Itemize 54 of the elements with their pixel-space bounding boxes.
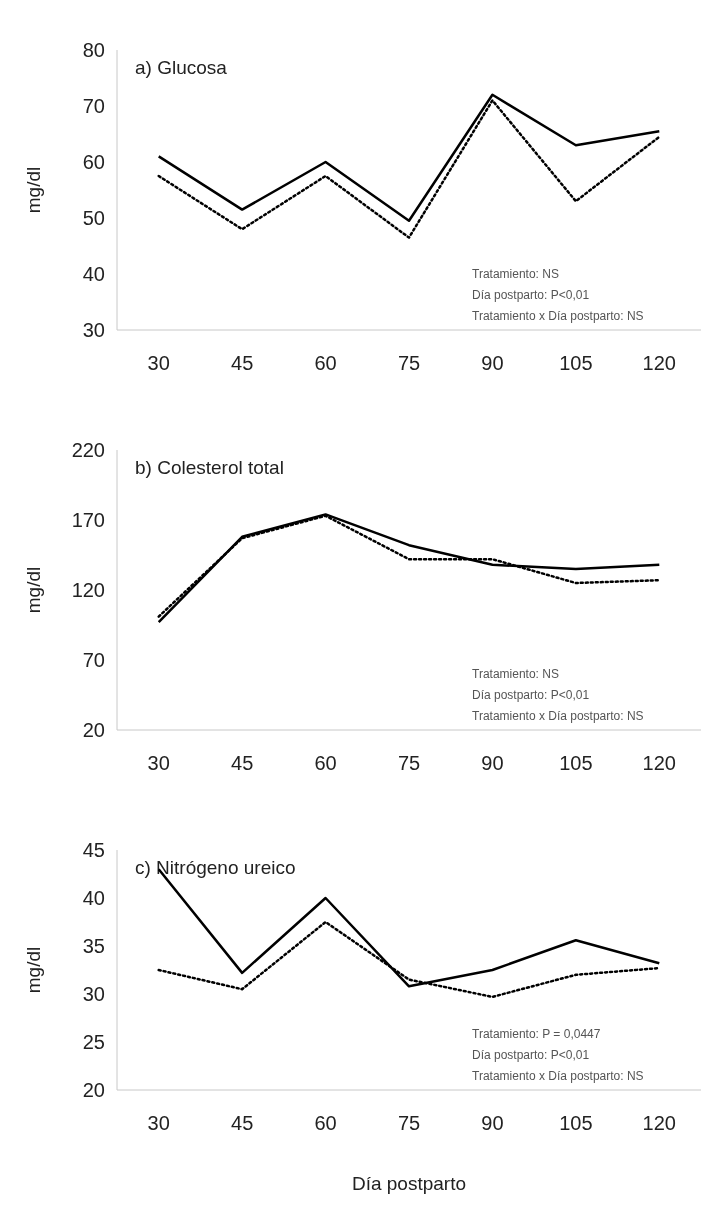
x-tick-label: 120 — [642, 752, 676, 774]
y-tick-label: 170 — [71, 509, 105, 531]
y-tick-label: 35 — [82, 935, 105, 957]
x-tick-label: 75 — [397, 352, 421, 374]
annotation: Tratamiento x Día postparto: NS — [472, 309, 644, 323]
y-axis-title: mg/dl — [23, 566, 44, 614]
annotation: Tratamiento x Día postparto: NS — [472, 709, 644, 723]
x-tick-label: 45 — [231, 1112, 254, 1134]
x-axis-title: Día postparto — [351, 1173, 467, 1194]
y-tick-label: 20 — [82, 719, 105, 741]
x-tick-label: 90 — [481, 1112, 504, 1134]
x-tick-label: 30 — [147, 752, 170, 774]
x-tick-label: 60 — [314, 752, 337, 774]
x-tick-label: 30 — [147, 352, 170, 374]
x-tick-label: 105 — [559, 352, 593, 374]
annotation: Día postparto: P<0,01 — [472, 288, 590, 302]
x-tick-label: 75 — [397, 1112, 421, 1134]
annotation: Tratamiento: NS — [472, 267, 559, 281]
x-tick-label: 90 — [481, 752, 504, 774]
y-tick-label: 80 — [82, 39, 105, 61]
annotation: Día postparto: P<0,01 — [472, 688, 590, 702]
x-tick-label: 75 — [397, 752, 421, 774]
annotation: Tratamiento: NS — [472, 667, 559, 681]
y-tick-label: 120 — [71, 579, 105, 601]
x-tick-label: 60 — [314, 1112, 337, 1134]
y-tick-label: 40 — [82, 887, 105, 909]
x-tick-label: 60 — [314, 352, 337, 374]
y-tick-label: 50 — [82, 207, 105, 229]
y-tick-label: 40 — [82, 263, 105, 285]
y-axis-title: mg/dl — [23, 946, 44, 994]
x-tick-label: 90 — [481, 352, 504, 374]
x-tick-label: 120 — [642, 1112, 676, 1134]
y-tick-label: 30 — [82, 319, 105, 341]
x-tick-label: 105 — [559, 1112, 593, 1134]
annotation: Tratamiento: P = 0,0447 — [472, 1027, 601, 1041]
y-tick-label: 60 — [82, 151, 105, 173]
y-tick-label: 20 — [82, 1079, 105, 1101]
y-tick-label: 70 — [82, 649, 105, 671]
annotation: Día postparto: P<0,01 — [472, 1048, 590, 1062]
chart-title: c) Nitrógeno ureico — [135, 857, 296, 878]
y-tick-label: 25 — [82, 1031, 105, 1053]
x-tick-label: 45 — [231, 752, 254, 774]
x-tick-label: 30 — [147, 1112, 170, 1134]
chart-title: b) Colesterol total — [135, 457, 284, 478]
y-tick-label: 30 — [82, 983, 105, 1005]
y-axis-title: mg/dl — [23, 166, 44, 214]
y-tick-label: 45 — [82, 839, 105, 861]
x-tick-label: 105 — [559, 752, 593, 774]
x-tick-label: 45 — [231, 352, 254, 374]
y-tick-label: 220 — [71, 439, 105, 461]
chart-title: a) Glucosa — [135, 57, 228, 78]
y-tick-label: 70 — [82, 95, 105, 117]
x-tick-label: 120 — [642, 352, 676, 374]
annotation: Tratamiento x Día postparto: NS — [472, 1069, 644, 1083]
